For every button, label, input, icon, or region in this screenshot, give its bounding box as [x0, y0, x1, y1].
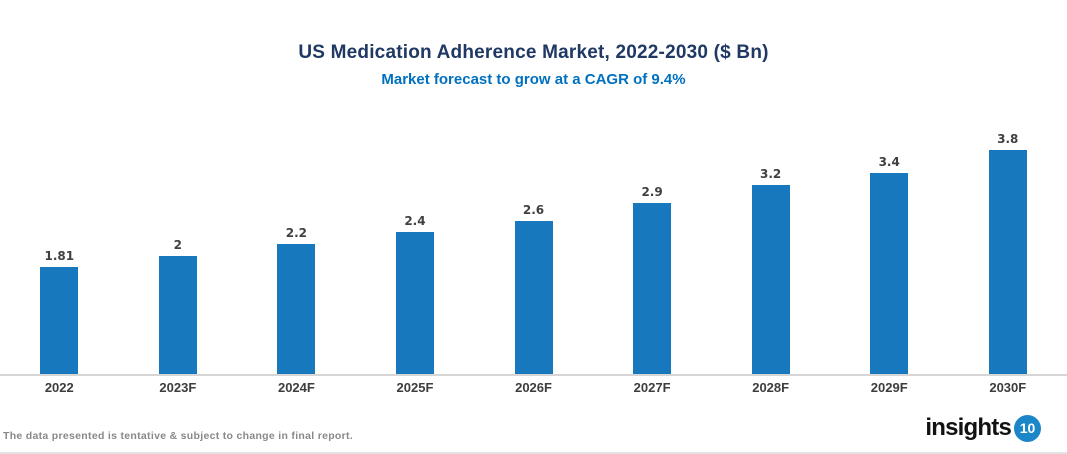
bar-column: 1.81	[0, 130, 119, 374]
bar-2026F	[514, 221, 553, 374]
x-tick-label: 2022	[44, 380, 74, 395]
chart-title: US Medication Adherence Market, 2022-203…	[298, 42, 769, 63]
x-tick-label: 2025F	[396, 380, 434, 395]
bar-column: 2.4	[356, 130, 475, 374]
bar-2030F	[988, 150, 1027, 374]
insights10-logo: insights 10	[925, 414, 1041, 442]
x-tick-label: 2026F	[515, 380, 552, 395]
bar-column: 3.8	[949, 130, 1067, 374]
bar-value-label: 2	[173, 238, 183, 252]
bar-2027F	[633, 203, 672, 374]
x-tick-label: 2027F	[633, 380, 671, 395]
x-tick-label: 2023F	[159, 380, 197, 395]
bar-value-label: 2.4	[404, 214, 426, 228]
bar-column: 2	[119, 130, 238, 374]
x-tick-label: 2028F	[752, 380, 790, 395]
chart-subtitle: Market forecast to grow at a CAGR of 9.4…	[381, 71, 686, 88]
bar-value-label: 3.4	[878, 155, 900, 169]
bar-column: 2.9	[593, 130, 712, 374]
bar-value-label: 2.9	[641, 185, 663, 199]
bar-2029F	[870, 173, 909, 374]
x-tick-label: 2029F	[870, 380, 908, 395]
bar-chart-plot: 1.81 2 2.2 2.4 2.6 2.9 3.2 3.4 3.8	[0, 130, 1067, 374]
bar-value-label: 3.8	[997, 132, 1019, 146]
bar-column: 3.2	[711, 130, 830, 374]
logo-10-badge-icon: 10	[1014, 414, 1041, 442]
disclaimer-text: The data presented is tentative & subjec…	[3, 430, 354, 442]
bar-2025F	[395, 232, 434, 374]
chart-header: US Medication Adherence Market, 2022-203…	[0, 42, 1067, 88]
x-axis-line	[0, 374, 1067, 376]
bar-2028F	[751, 185, 790, 374]
bar-column: 3.4	[830, 130, 949, 374]
bar-value-label: 1.81	[44, 249, 75, 263]
bar-column: 2.2	[237, 130, 356, 374]
bar-2024F	[277, 244, 316, 374]
bar-column: 2.6	[474, 130, 593, 374]
x-axis-labels: 2022 2023F 2024F 2025F 2026F 2027F 2028F 2029F 2…	[0, 380, 1067, 395]
x-tick-label: 2030F	[989, 380, 1027, 395]
x-tick-label: 2024F	[277, 380, 315, 395]
logo-wordmark: insights	[925, 414, 1011, 441]
bar-2023F	[158, 256, 197, 374]
bar-value-label: 2.6	[522, 203, 545, 217]
bar-value-label: 3.2	[760, 167, 782, 181]
bar-value-label: 2.2	[285, 226, 308, 240]
bar-2022	[40, 267, 79, 374]
